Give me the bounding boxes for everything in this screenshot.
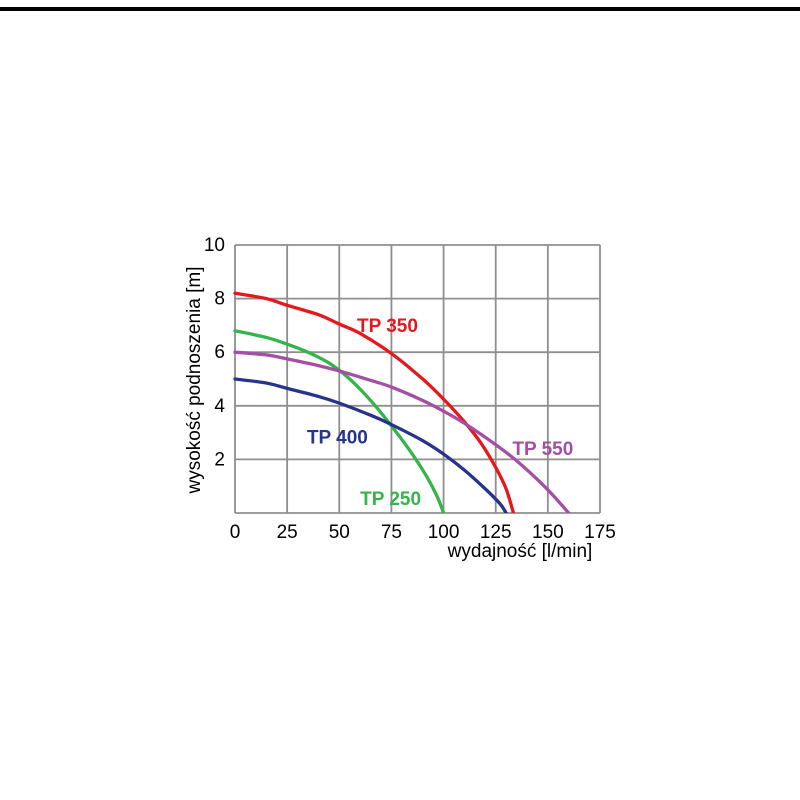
series-label-tp-250: TP 250	[360, 489, 421, 510]
y-axis-label: wysokość podnoszenia [m]	[184, 266, 205, 494]
x-tick-label: 100	[428, 522, 460, 543]
series-curve-tp-550	[233, 350, 571, 513]
x-axis-label: wydajność [l/min]	[447, 541, 593, 562]
x-tick-label: 50	[329, 522, 350, 543]
y-tick-label: 8	[214, 289, 225, 310]
series-curve-tp-250	[233, 329, 446, 513]
x-tick-label: 175	[584, 522, 616, 543]
x-tick-label: 125	[480, 522, 512, 543]
y-tick-label: 6	[214, 342, 225, 363]
series-label-tp-550: TP 550	[512, 439, 573, 460]
x-tick-label: 0	[230, 522, 241, 543]
y-tick-label: 4	[214, 396, 225, 417]
x-tick-label: 150	[532, 522, 564, 543]
y-tick-label: 2	[214, 449, 225, 470]
y-tick-label: 10	[204, 235, 225, 256]
series-label-tp-350: TP 350	[357, 316, 418, 337]
series-curve-tp-400	[233, 377, 508, 513]
x-tick-label: 75	[381, 522, 402, 543]
top-divider-line	[0, 7, 800, 11]
series-label-tp-400: TP 400	[307, 427, 368, 448]
series-curve-tp-350	[233, 291, 516, 513]
chart-plot-area: TP 350 TP 250 TP 400 TP 550 0 25 50 75 100 125 150…	[204, 235, 616, 543]
x-tick-label: 25	[277, 522, 298, 543]
